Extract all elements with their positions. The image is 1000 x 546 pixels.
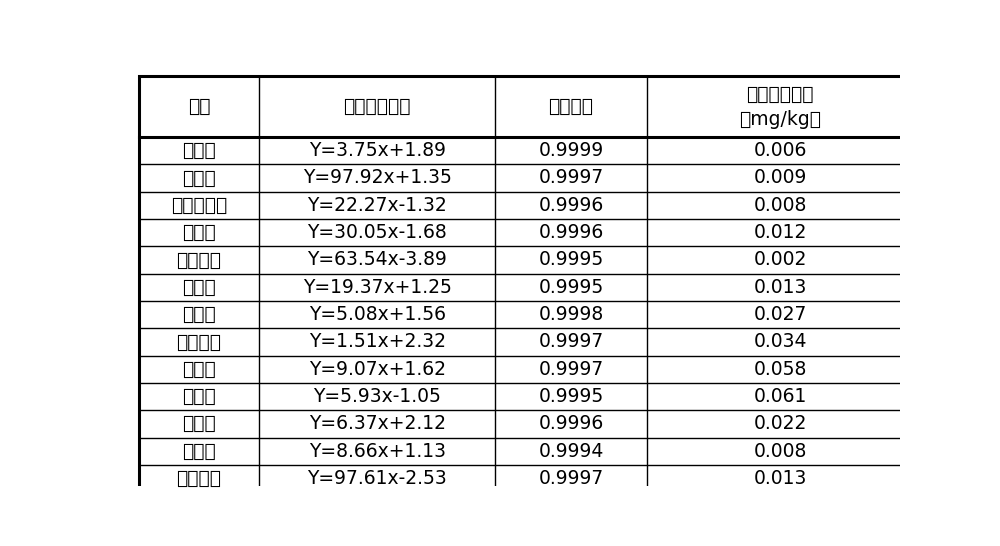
Text: Y=22.27x-1.32: Y=22.27x-1.32 — [307, 196, 447, 215]
Text: 0.006: 0.006 — [754, 141, 807, 160]
Text: 农药: 农药 — [188, 97, 210, 116]
Text: 线性回归方程: 线性回归方程 — [344, 97, 411, 116]
Text: Y=5.93x-1.05: Y=5.93x-1.05 — [313, 387, 441, 406]
Text: 硫环磷: 硫环磷 — [182, 387, 216, 406]
Text: 相关系数: 相关系数 — [549, 97, 594, 116]
Text: 0.013: 0.013 — [754, 278, 807, 297]
Text: 0.9995: 0.9995 — [538, 251, 604, 270]
Text: Y=19.37x+1.25: Y=19.37x+1.25 — [303, 278, 452, 297]
Text: 甲拌磷: 甲拌磷 — [182, 442, 216, 461]
Text: 马拉硫磷: 马拉硫磷 — [177, 251, 222, 270]
Text: 氧化乐果: 氧化乐果 — [177, 469, 222, 488]
Text: 0.9994: 0.9994 — [538, 442, 604, 461]
Text: 0.9997: 0.9997 — [538, 333, 604, 352]
Text: 0.022: 0.022 — [754, 414, 807, 434]
Text: Y=97.92x+1.35: Y=97.92x+1.35 — [303, 169, 452, 187]
Text: 久效磷: 久效磷 — [182, 414, 216, 434]
Text: Y=9.07x+1.62: Y=9.07x+1.62 — [309, 360, 446, 379]
Text: 0.9996: 0.9996 — [538, 196, 604, 215]
Text: 甲基对硫磷: 甲基对硫磷 — [171, 196, 227, 215]
Text: 0.008: 0.008 — [754, 196, 807, 215]
Text: 0.9997: 0.9997 — [538, 169, 604, 187]
Text: Y=6.37x+2.12: Y=6.37x+2.12 — [309, 414, 446, 434]
Text: Y=1.51x+2.32: Y=1.51x+2.32 — [309, 333, 446, 352]
Text: 0.9996: 0.9996 — [538, 223, 604, 242]
Text: 灭线磷: 灭线磷 — [182, 278, 216, 297]
Text: 0.058: 0.058 — [754, 360, 807, 379]
Text: 最低检出浓度
（mg/kg）: 最低检出浓度 （mg/kg） — [739, 85, 821, 128]
Text: 0.9999: 0.9999 — [538, 141, 604, 160]
Text: 0.034: 0.034 — [754, 333, 807, 352]
Text: 0.9997: 0.9997 — [538, 360, 604, 379]
Text: 0.9998: 0.9998 — [538, 305, 604, 324]
Text: 0.9996: 0.9996 — [538, 414, 604, 434]
Text: 甲胺磷: 甲胺磷 — [182, 141, 216, 160]
Text: Y=3.75x+1.89: Y=3.75x+1.89 — [309, 141, 446, 160]
Text: Y=30.05x-1.68: Y=30.05x-1.68 — [307, 223, 447, 242]
Text: 敌敌畏: 敌敌畏 — [182, 169, 216, 187]
Text: 0.012: 0.012 — [754, 223, 807, 242]
Text: 0.002: 0.002 — [754, 251, 807, 270]
Text: 乙拌磷: 乙拌磷 — [182, 305, 216, 324]
Text: 0.027: 0.027 — [754, 305, 807, 324]
Text: Y=63.54x-3.89: Y=63.54x-3.89 — [307, 251, 447, 270]
Text: Y=5.08x+1.56: Y=5.08x+1.56 — [309, 305, 446, 324]
Text: Y=8.66x+1.13: Y=8.66x+1.13 — [309, 442, 446, 461]
Text: Y=97.61x-2.53: Y=97.61x-2.53 — [307, 469, 447, 488]
Text: 0.013: 0.013 — [754, 469, 807, 488]
Text: 0.008: 0.008 — [754, 442, 807, 461]
Text: 0.9995: 0.9995 — [538, 278, 604, 297]
Text: 喹硫磷: 喹硫磷 — [182, 360, 216, 379]
Text: 对硫磷: 对硫磷 — [182, 223, 216, 242]
Text: 0.061: 0.061 — [754, 387, 807, 406]
Text: 0.9995: 0.9995 — [538, 387, 604, 406]
Text: 0.009: 0.009 — [754, 169, 807, 187]
Text: 亚胺硫磷: 亚胺硫磷 — [177, 333, 222, 352]
Text: 0.9997: 0.9997 — [538, 469, 604, 488]
